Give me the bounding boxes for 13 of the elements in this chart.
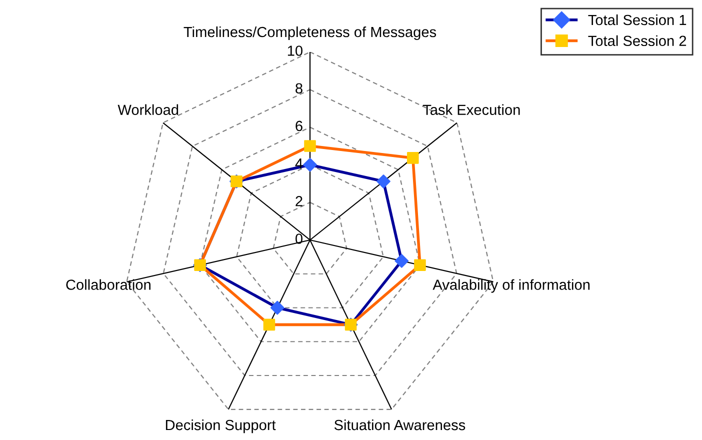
legend-label: Total Session 1 bbox=[588, 14, 686, 26]
legend-label: Total Session 2 bbox=[588, 35, 686, 46]
y-tick-label: 8 bbox=[296, 83, 302, 94]
y-tick-label: 10 bbox=[288, 46, 302, 56]
spoke-label: Timeliness/Completeness of Messages bbox=[184, 26, 436, 40]
spoke-label: Avalability of information bbox=[432, 279, 590, 293]
y-tick-label: 6 bbox=[296, 120, 302, 132]
spoke-label: Workload bbox=[118, 104, 178, 116]
spoke-label: Decision Support bbox=[166, 419, 276, 434]
spoke-label: Task Execution bbox=[422, 104, 520, 116]
y-tick-label: 2 bbox=[296, 196, 302, 206]
spoke-label: Collaboration bbox=[66, 279, 150, 290]
spoke-label: Situation Awareness bbox=[334, 419, 466, 430]
